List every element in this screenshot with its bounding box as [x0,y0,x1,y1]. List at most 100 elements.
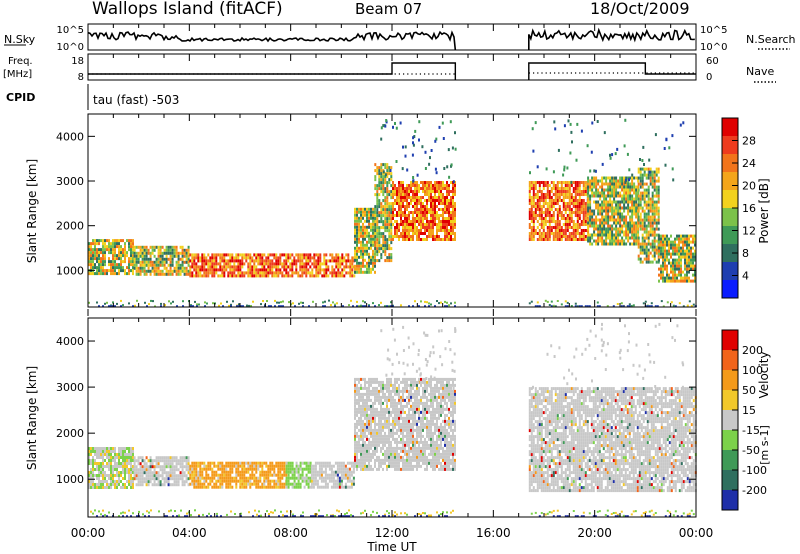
power-cell [690,240,692,244]
power-cell [331,256,334,260]
power-cell [157,266,160,270]
power-cell [546,184,549,187]
power-cell [334,305,336,308]
power-cell [374,220,377,224]
power-cell [530,181,533,184]
velocity-cell [145,468,148,472]
velocity-cell [237,473,240,477]
power-cell [303,262,306,266]
power-cell [98,272,100,276]
freq-line [88,62,696,80]
power-cell [556,235,559,238]
power-cell [597,242,600,246]
velocity-cell [147,474,150,478]
power-cell [414,193,416,196]
power-cell [112,260,114,264]
power-cell [678,252,680,256]
power-cell [589,242,592,246]
power-cell [402,220,404,223]
power-cell [199,259,202,263]
velocity-cell [167,462,170,466]
power-cell [668,261,670,265]
power-cell [660,270,662,274]
power-cell [658,273,660,277]
power-cell [566,223,569,226]
power-cell [399,121,402,125]
velocity-cell [137,462,140,466]
power-cell [201,268,204,272]
power-cell [249,274,252,278]
power-cell [564,193,567,196]
power-cell [139,251,142,255]
velocity-cell [243,470,246,474]
power-cell [454,193,456,196]
power-cell [428,235,430,238]
power-cell [680,279,682,283]
velocity-cell [96,474,98,477]
power-cell [135,266,138,270]
power-cell [426,199,428,202]
velocity-cell [197,479,200,483]
power-cell [175,251,178,255]
power-cell [670,276,672,280]
power-cell [432,235,434,238]
power-cell [532,235,535,238]
power-cell [664,255,666,259]
power-cell [637,185,640,189]
power-cell [416,187,418,190]
power-cell [655,245,658,249]
velocity-cell [305,464,308,468]
velocity-cell [197,476,200,480]
power-cell [454,305,456,308]
power-cell [528,199,531,202]
velocity-cell [100,465,102,468]
power-cell [692,303,695,306]
power-cell [629,197,632,201]
power-cell [384,208,387,212]
power-cell [339,259,342,263]
power-cell [619,230,622,234]
power-cell [408,211,410,214]
power-cell [591,182,594,186]
power-cell [649,221,652,225]
power-cell [617,236,620,240]
velocity-cell [118,474,120,477]
power-cell [568,238,571,241]
power-cell [231,268,234,272]
power-cell [611,200,614,204]
power-cell [548,217,551,220]
power-cell [663,147,666,150]
velocity-cell [203,467,206,471]
power-cell [538,238,541,241]
cpid-strip: CPID tau (fast) -503 [6,84,179,110]
velocity-cell [243,476,246,480]
power-cell [356,255,358,259]
power-cell [647,215,650,219]
power-cell [591,188,594,192]
power-cell [566,229,569,232]
power-cell [110,263,112,267]
power-cell [584,211,587,214]
power-cell [450,226,452,229]
velocity-cell [318,464,321,468]
power-cell [335,271,338,275]
power-cell [446,235,448,238]
velocity-cell [273,482,276,486]
power-cell [430,226,432,229]
power-cell [428,184,430,187]
power-cell [271,253,274,257]
power-cell [625,188,628,192]
power-cell [287,274,290,278]
velocity-cell [161,468,164,472]
power-cell [586,305,589,308]
velocity-cell [183,480,186,484]
power-cell [416,199,418,202]
velocity-cell [344,470,347,474]
power-cell [680,255,682,259]
velocity-cell [334,470,337,474]
velocity-cell [130,447,132,450]
velocity-cell [326,476,329,480]
power-cell [269,262,272,266]
power-cell [564,211,567,214]
power-cell [668,146,671,150]
